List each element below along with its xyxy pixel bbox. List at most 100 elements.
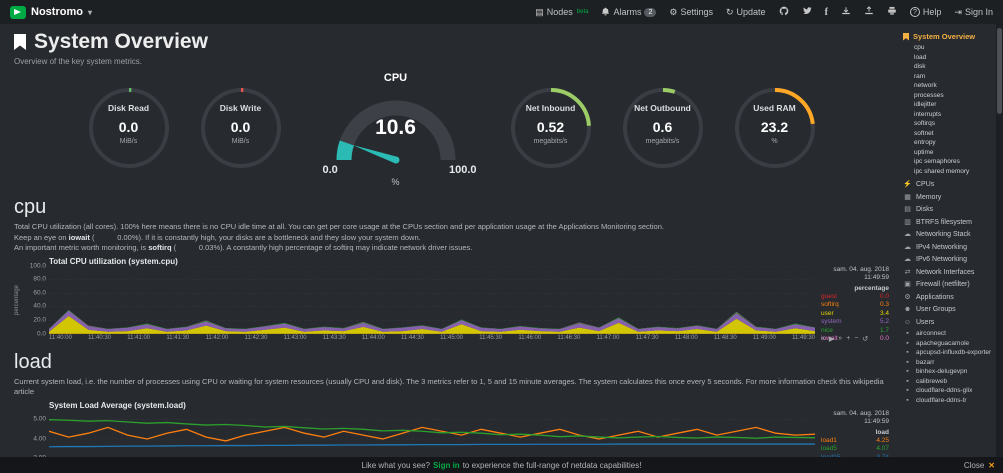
scrollbar-track[interactable] [996, 24, 1003, 473]
sidebar-item-label: CPUs [916, 181, 935, 188]
legend-user[interactable]: user 3.4 [821, 309, 889, 317]
zoom-in-icon[interactable]: + [846, 335, 851, 342]
legend-system[interactable]: system 5.2 [821, 318, 889, 325]
sidebar-item-label: cloudflare-ddns-glix [916, 387, 973, 394]
sidebar-subitem-uptime[interactable]: uptime [914, 148, 934, 156]
sidebar-item-users[interactable]: ☺ Users [903, 317, 995, 330]
pan-backward-icon[interactable]: « [821, 335, 825, 342]
legend-softirq[interactable]: softirq 0.3 [821, 301, 889, 308]
legend-nice[interactable]: nice 1.7 [821, 326, 889, 334]
cpu-description-2: Keep an eye on iowait (0.00%). If it is … [14, 233, 889, 244]
sidebar-item-btrfs-filesystem[interactable]: ▥ BTRFS filesystem [903, 217, 995, 230]
gauge-label: Disk Read [107, 103, 150, 113]
iowait-metric: iowait [68, 232, 90, 242]
sidebar-item-apacheguacamole[interactable]: ▪ apacheguacamole [903, 339, 995, 349]
x-tick: 11:49:00 [752, 334, 776, 341]
load-description: Current system load, i.e. the number of … [14, 376, 884, 397]
sidebar-item-label: binhex-delugevpn [916, 368, 968, 375]
sidebar-item-calibreweb[interactable]: ▪ calibreweb [903, 377, 995, 387]
sidebar-subitem-network[interactable]: network [914, 82, 937, 89]
cpu-chart-plot[interactable] [49, 265, 815, 334]
gauge-ring [200, 88, 281, 168]
sidebar-item-apcupsd-influxdb-exporter[interactable]: ▪ apcupsd-influxdb-exporter [903, 348, 995, 358]
sidebar-item-bazarr[interactable]: ▪ bazarr [903, 358, 995, 368]
twitter-button[interactable] [802, 6, 812, 18]
y-axis-label: percentage [14, 284, 20, 315]
cpu-section-heading[interactable]: cpu [14, 196, 47, 218]
settings-button[interactable]: ⚙ Settings [669, 7, 713, 18]
gauge-net-outbound[interactable]: Net Outbound 0.6 megabits/s [621, 86, 705, 174]
sidebar-subitem-interrupts[interactable]: interrupts [914, 110, 942, 118]
signin-icon: ⇥ [954, 6, 962, 17]
cpu-description-1: Total CPU utilization (all cores). 100% … [14, 222, 664, 231]
update-button[interactable]: ↻ Update [726, 7, 766, 18]
gauge-cpu[interactable]: CPU 10.6 0.0 100.0 % [311, 72, 481, 188]
play-icon[interactable]: ▶ [828, 335, 835, 343]
sidebar-item-applications[interactable]: ⚙ Applications [903, 292, 995, 305]
sidebar-item-ipv4-networking[interactable]: ☁ IPv4 Networking [903, 242, 995, 255]
legend-units: load [875, 428, 889, 436]
sidebar-item-system-overview[interactable]: System Overview [903, 32, 995, 41]
sidebar-item-airconnect[interactable]: ▪ airconnect [903, 329, 995, 339]
download-icon [841, 6, 851, 18]
sidebar-item-cloudflare-ddns-tr[interactable]: ▪ cloudflare-ddns-tr [903, 396, 995, 406]
legend-load5[interactable]: load5 4.07 [821, 445, 889, 452]
zoom-out-icon[interactable]: − [854, 335, 859, 342]
sidebar-subitem-ipc-shared-memory[interactable]: ipc shared memory [914, 167, 970, 175]
export-snapshot-button[interactable] [841, 6, 851, 18]
sidebar-subitem-entropy[interactable]: entropy [914, 139, 936, 146]
update-label: Update [736, 7, 766, 17]
nodes-button[interactable]: ▤ Nodes beta [535, 7, 588, 18]
gauge-used-ram[interactable]: Used RAM 23.2 % [733, 86, 817, 174]
y-tick: 60.0 [33, 289, 46, 297]
sidebar-item-firewall-netfilter[interactable]: ▣ Firewall (netfilter) [903, 279, 995, 292]
footer-close-button[interactable]: Close ✕ [964, 461, 995, 470]
sidebar-item-binhex-delugevpn[interactable]: ▪ binhex-delugevpn [903, 367, 995, 377]
sidebar-item-ipv6-networking[interactable]: ☁ IPv6 Networking [903, 254, 995, 267]
sidebar-item-disks[interactable]: ▤ Disks [903, 204, 995, 217]
legend-units: percentage [854, 284, 889, 292]
sidebar-item-networking-stack[interactable]: ☁ Networking Stack [903, 229, 995, 242]
signin-button[interactable]: ⇥ Sign In [954, 7, 993, 18]
import-snapshot-button[interactable] [864, 6, 874, 18]
sidebar-item-network-interfaces[interactable]: ⇄ Network Interfaces [903, 267, 995, 280]
sidebar-item-cpus[interactable]: ⚡ CPUs [903, 179, 995, 192]
container-icon: ▪ [906, 377, 909, 385]
nodes-icon: ▤ [535, 6, 544, 17]
scrollbar-thumb[interactable] [997, 28, 1002, 114]
sidebar-subitem-softnet[interactable]: softnet [914, 129, 934, 137]
gauge-value: 0.0 [230, 119, 251, 135]
close-icon: ✕ [988, 460, 995, 470]
help-button[interactable]: ? Help [909, 7, 941, 17]
gauge-disk-read[interactable]: Disk Read 0.0 MiB/s [87, 86, 171, 174]
reset-zoom-icon[interactable]: ↺ [862, 335, 869, 343]
sidebar-item-cloudflare-ddns-glix[interactable]: ▪ cloudflare-ddns-glix [903, 386, 995, 396]
footer-signin-link[interactable]: Sign in [433, 460, 460, 470]
legend-load1[interactable]: load1 4.25 [821, 436, 889, 444]
text: ). If it is constantly high, your disks … [138, 232, 421, 242]
legend-iowait[interactable]: iowait 0.0 [821, 335, 889, 342]
sidebar-item-memory[interactable]: ▦ Memory [903, 192, 995, 205]
facebook-button[interactable]: f [825, 7, 828, 18]
gauge-value: 0.6 [652, 119, 673, 135]
hostname: Nostromo [31, 6, 83, 18]
load-section-heading[interactable]: load [14, 350, 52, 373]
legend-guest[interactable]: guest 0.0 [821, 292, 889, 300]
sidebar-subitem-load[interactable]: load [914, 53, 927, 61]
gauge-arc [336, 100, 455, 164]
sidebar-subitem-idlejitter[interactable]: idlejitter [914, 101, 937, 108]
gauge-net-inbound[interactable]: Net Inbound 0.52 megabits/s [509, 86, 593, 174]
sidebar-subitem-softirqs[interactable]: softirqs [914, 120, 935, 127]
sidebar-subitem-processes[interactable]: processes [914, 91, 944, 99]
sidebar-subitem-ram[interactable]: ram [914, 72, 926, 80]
alarms-button[interactable]: Alarms 2 [601, 7, 657, 18]
gauge-disk-write[interactable]: Disk Write 0.0 MiB/s [199, 86, 283, 174]
node-menu[interactable]: Nostromo ▾ [10, 5, 92, 19]
print-button[interactable] [887, 6, 897, 18]
sidebar-subitem-disk[interactable]: disk [914, 63, 926, 70]
github-button[interactable] [779, 6, 789, 18]
sidebar-subitem-ipc-semaphores[interactable]: ipc semaphores [914, 158, 960, 165]
pan-forward-icon[interactable]: » [838, 335, 843, 342]
sidebar-subitem-cpu[interactable]: cpu [914, 44, 925, 51]
sidebar-item-user-groups[interactable]: ☻ User Groups [903, 304, 995, 317]
